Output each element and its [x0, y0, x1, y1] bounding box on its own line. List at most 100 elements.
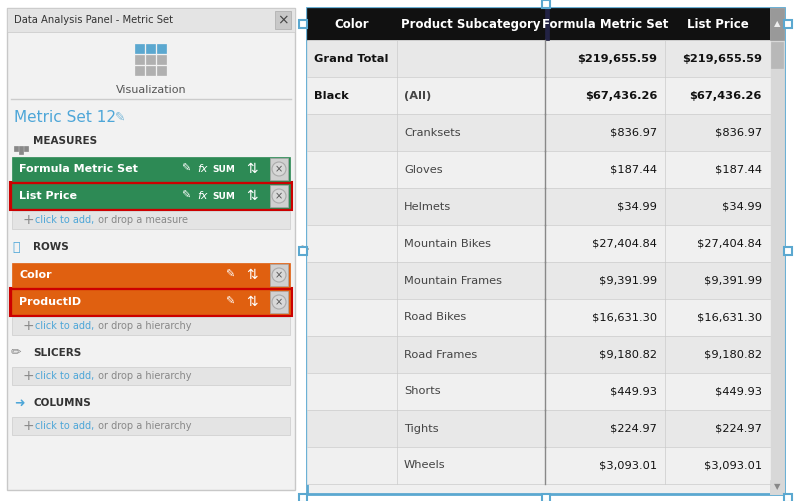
- Text: ▼: ▼: [774, 482, 780, 491]
- Text: or drop a hierarchy: or drop a hierarchy: [95, 421, 191, 431]
- Bar: [784, 247, 792, 255]
- Text: SUM: SUM: [213, 191, 235, 200]
- Text: $187.44: $187.44: [610, 164, 657, 174]
- Text: $836.97: $836.97: [610, 127, 657, 137]
- Text: ✏: ✏: [10, 347, 22, 360]
- Text: ×: ×: [277, 13, 289, 27]
- Text: fx: fx: [197, 191, 207, 201]
- Text: $3,093.01: $3,093.01: [704, 460, 762, 470]
- Text: Road Frames: Road Frames: [404, 350, 478, 360]
- Bar: [14, 146, 18, 151]
- Bar: [19, 146, 23, 154]
- Bar: [157, 66, 166, 75]
- Text: ✎: ✎: [226, 270, 234, 280]
- Text: $9,391.99: $9,391.99: [704, 276, 762, 286]
- Bar: [7, 8, 295, 490]
- Text: $449.93: $449.93: [610, 386, 657, 396]
- Bar: [134, 44, 143, 53]
- Text: ⇅: ⇅: [246, 189, 258, 203]
- Text: or drop a hierarchy: or drop a hierarchy: [95, 371, 191, 381]
- Text: Product Subcategory: Product Subcategory: [402, 18, 541, 31]
- Bar: [307, 8, 784, 494]
- Text: $3,093.01: $3,093.01: [599, 460, 657, 470]
- Bar: [307, 8, 770, 40]
- Bar: [10, 182, 292, 210]
- Bar: [270, 185, 288, 207]
- Bar: [307, 188, 770, 225]
- Bar: [770, 40, 784, 494]
- Bar: [10, 288, 292, 316]
- Text: $67,436.26: $67,436.26: [585, 91, 657, 101]
- Bar: [146, 66, 154, 75]
- Bar: [307, 336, 770, 373]
- Circle shape: [272, 189, 286, 203]
- Bar: [12, 263, 290, 287]
- Text: Metric Set 12: Metric Set 12: [14, 110, 116, 125]
- Text: ⇅: ⇅: [246, 162, 258, 176]
- Bar: [307, 151, 770, 188]
- Text: ProductID: ProductID: [19, 297, 81, 307]
- Text: click to add,: click to add,: [35, 321, 94, 331]
- Text: List Price: List Price: [19, 191, 77, 201]
- Bar: [307, 447, 770, 484]
- Bar: [542, 494, 550, 501]
- Bar: [12, 211, 290, 229]
- Text: 👤: 👤: [12, 240, 20, 254]
- Text: Mountain Bikes: Mountain Bikes: [404, 238, 491, 248]
- Bar: [307, 410, 770, 447]
- Bar: [157, 55, 166, 64]
- Text: $224.97: $224.97: [610, 423, 657, 433]
- Text: List Price: List Price: [686, 18, 748, 31]
- Circle shape: [272, 268, 286, 282]
- Text: or drop a hierarchy: or drop a hierarchy: [95, 321, 191, 331]
- Text: $9,180.82: $9,180.82: [704, 350, 762, 360]
- Text: Wheels: Wheels: [404, 460, 446, 470]
- Text: or drop a measure: or drop a measure: [95, 215, 188, 225]
- Text: COLUMNS: COLUMNS: [33, 398, 90, 408]
- Text: ▲: ▲: [774, 20, 780, 29]
- Text: +: +: [23, 419, 34, 433]
- Text: ➜: ➜: [14, 396, 25, 409]
- Bar: [784, 20, 792, 28]
- Text: MEASURES: MEASURES: [33, 136, 97, 146]
- Bar: [134, 66, 143, 75]
- Bar: [24, 146, 28, 151]
- Bar: [270, 291, 288, 313]
- Bar: [307, 262, 770, 299]
- Text: $34.99: $34.99: [617, 201, 657, 211]
- Text: Helmets: Helmets: [404, 201, 451, 211]
- Text: $16,631.30: $16,631.30: [592, 313, 657, 323]
- Bar: [12, 290, 290, 314]
- Text: $449.93: $449.93: [715, 386, 762, 396]
- Text: Formula Metric Set: Formula Metric Set: [19, 164, 138, 174]
- Text: ⇅: ⇅: [246, 295, 258, 309]
- Text: Color: Color: [334, 18, 370, 31]
- Bar: [270, 264, 288, 286]
- Bar: [275, 11, 291, 29]
- Text: $219,655.59: $219,655.59: [577, 54, 657, 64]
- Text: Road Bikes: Road Bikes: [404, 313, 466, 323]
- Text: click to add,: click to add,: [35, 215, 94, 225]
- Text: Formula Metric Set: Formula Metric Set: [542, 18, 668, 31]
- Bar: [299, 20, 307, 28]
- Text: +: +: [23, 319, 34, 333]
- Bar: [7, 8, 295, 32]
- Text: fx: fx: [197, 164, 207, 174]
- Bar: [545, 8, 549, 40]
- Text: $187.44: $187.44: [715, 164, 762, 174]
- Bar: [307, 373, 770, 410]
- Text: ×: ×: [275, 191, 283, 201]
- Circle shape: [272, 162, 286, 176]
- Text: ×: ×: [275, 270, 283, 280]
- Bar: [146, 55, 154, 64]
- Bar: [134, 55, 143, 64]
- Text: ⇅: ⇅: [246, 268, 258, 282]
- Text: ×: ×: [275, 297, 283, 307]
- Text: Gloves: Gloves: [404, 164, 442, 174]
- Text: ×: ×: [275, 164, 283, 174]
- Text: $9,391.99: $9,391.99: [599, 276, 657, 286]
- Bar: [12, 367, 290, 385]
- Circle shape: [272, 295, 286, 309]
- Text: $67,436.26: $67,436.26: [690, 91, 762, 101]
- Bar: [12, 184, 290, 208]
